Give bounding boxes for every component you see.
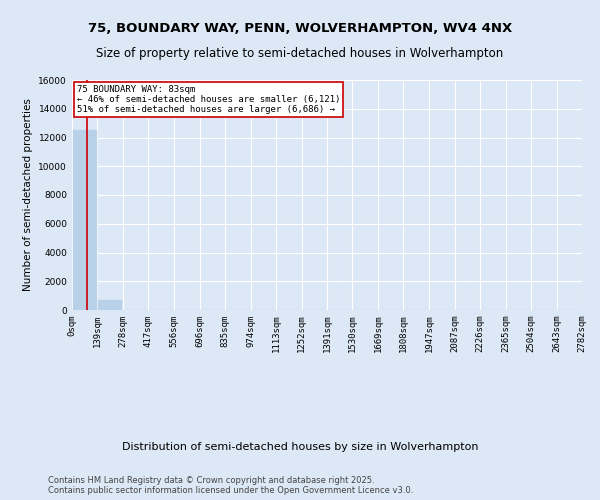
Y-axis label: Number of semi-detached properties: Number of semi-detached properties xyxy=(23,98,33,292)
Text: Size of property relative to semi-detached houses in Wolverhampton: Size of property relative to semi-detach… xyxy=(97,48,503,60)
Text: 75, BOUNDARY WAY, PENN, WOLVERHAMPTON, WV4 4NX: 75, BOUNDARY WAY, PENN, WOLVERHAMPTON, W… xyxy=(88,22,512,36)
Text: Distribution of semi-detached houses by size in Wolverhampton: Distribution of semi-detached houses by … xyxy=(122,442,478,452)
Bar xyxy=(73,130,97,310)
Bar xyxy=(98,300,122,310)
Text: 75 BOUNDARY WAY: 83sqm
← 46% of semi-detached houses are smaller (6,121)
51% of : 75 BOUNDARY WAY: 83sqm ← 46% of semi-det… xyxy=(77,84,340,114)
Text: Contains HM Land Registry data © Crown copyright and database right 2025.
Contai: Contains HM Land Registry data © Crown c… xyxy=(48,476,413,495)
